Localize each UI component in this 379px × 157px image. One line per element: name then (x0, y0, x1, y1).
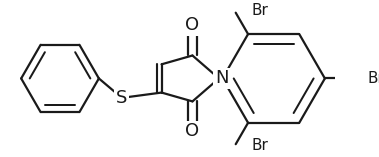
Text: O: O (185, 16, 199, 35)
Text: Br: Br (367, 71, 379, 86)
Text: O: O (185, 122, 199, 140)
Text: S: S (116, 89, 127, 107)
Text: Br: Br (252, 3, 268, 18)
Text: Br: Br (252, 138, 268, 153)
Text: N: N (215, 69, 228, 87)
